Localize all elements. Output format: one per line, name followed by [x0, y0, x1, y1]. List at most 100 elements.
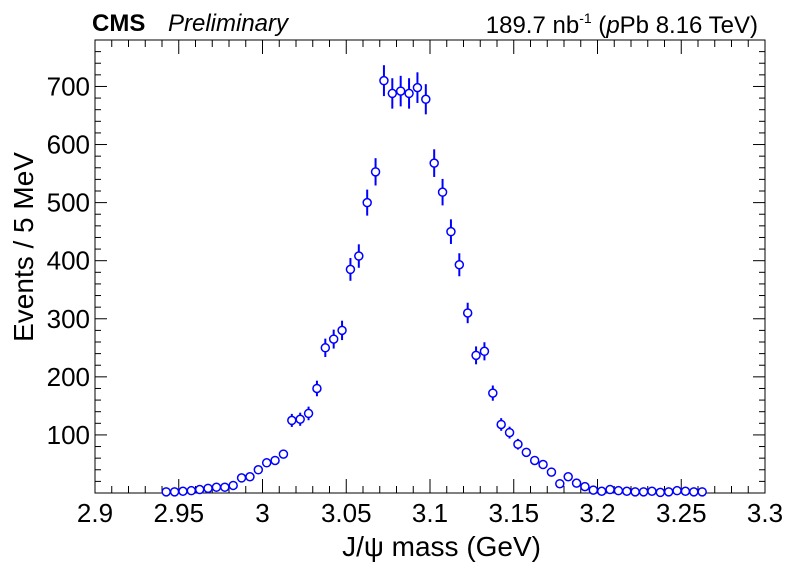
data-point: [421, 84, 431, 115]
y-tick-label: 400: [47, 246, 90, 276]
data-marker: [278, 449, 289, 459]
data-marker: [471, 350, 481, 361]
data-point: [529, 455, 540, 466]
data-point: [178, 486, 188, 497]
data-point: [312, 380, 322, 397]
data-point: [496, 418, 506, 431]
data-marker: [555, 478, 565, 489]
x-tick-label: 3.2: [579, 498, 615, 528]
data-point: [261, 458, 272, 468]
data-marker: [546, 467, 557, 477]
data-marker: [178, 486, 188, 497]
y-tick-label: 600: [47, 130, 90, 160]
data-point: [404, 78, 414, 109]
data-marker: [588, 485, 599, 495]
data-point: [412, 72, 423, 103]
data-point: [663, 487, 674, 497]
data-marker: [680, 486, 691, 497]
data-marker: [580, 481, 590, 492]
luminosity-label: 189.7 nb-1 (pPb 8.16 TeV): [486, 10, 758, 40]
data-point: [287, 413, 297, 427]
data-marker: [220, 482, 230, 492]
data-point: [454, 253, 465, 277]
data-marker: [689, 487, 699, 497]
data-marker: [203, 483, 213, 494]
data-points: [161, 65, 707, 498]
data-point: [194, 484, 205, 495]
y-tick-label: 200: [47, 362, 90, 392]
data-marker: [672, 485, 682, 496]
data-point: [513, 438, 523, 450]
data-marker: [404, 88, 414, 99]
lumi-value: 189.7 nb: [485, 12, 580, 39]
data-marker: [186, 485, 197, 496]
data-marker: [462, 308, 473, 318]
data-point: [689, 487, 699, 497]
data-point: [354, 244, 364, 268]
data-marker: [429, 158, 439, 168]
x-tick-label: 3.05: [321, 498, 372, 528]
data-marker: [395, 86, 406, 96]
data-point: [488, 385, 498, 401]
data-point: [588, 485, 599, 495]
data-marker: [613, 485, 624, 496]
data-marker: [228, 480, 238, 491]
data-point: [446, 219, 456, 244]
data-point: [345, 258, 356, 281]
data-point: [429, 149, 439, 177]
lumi-system: Pb 8.16 TeV): [619, 12, 758, 39]
data-marker: [379, 75, 389, 86]
data-marker: [270, 455, 280, 466]
data-marker: [479, 346, 490, 357]
data-point: [320, 338, 331, 357]
y-axis: 100 200 300 400 500 600 700: [47, 39, 765, 494]
data-marker: [245, 471, 255, 482]
data-marker: [370, 167, 381, 177]
data-point: [362, 189, 372, 216]
data-marker: [211, 482, 222, 492]
data-marker: [261, 458, 272, 468]
data-point: [203, 483, 213, 494]
data-point: [228, 480, 238, 491]
lumi-exponent: -1: [579, 10, 592, 26]
data-marker: [169, 487, 180, 497]
data-point: [236, 473, 247, 483]
data-point: [563, 471, 573, 482]
data-point: [387, 78, 398, 109]
x-axis: 2.9 2.95 3 3.05 3.1 3.15 3.2 3.25 3.3: [77, 40, 783, 528]
plot-frame: [94, 39, 766, 494]
data-point: [471, 346, 481, 365]
data-marker: [697, 487, 707, 497]
data-point: [220, 482, 230, 492]
data-point: [462, 302, 473, 324]
data-point: [395, 75, 406, 107]
data-point: [370, 158, 381, 186]
data-marker: [412, 82, 423, 93]
status-label: Preliminary: [168, 10, 289, 37]
data-marker: [655, 487, 666, 498]
data-marker: [513, 439, 523, 449]
data-marker: [647, 486, 657, 497]
data-point: [697, 487, 707, 497]
data-point: [169, 487, 180, 497]
data-marker: [538, 459, 548, 470]
experiment-label: CMS: [92, 10, 146, 37]
data-point: [504, 426, 515, 439]
data-point: [295, 412, 305, 426]
data-marker: [194, 484, 205, 495]
data-point: [521, 447, 532, 458]
data-marker: [354, 251, 364, 261]
data-marker: [421, 94, 431, 104]
data-marker: [253, 465, 264, 475]
data-point: [555, 478, 565, 489]
data-marker: [454, 260, 465, 270]
data-point: [379, 65, 389, 97]
data-marker: [521, 447, 532, 458]
data-point: [303, 406, 314, 421]
data-marker: [488, 388, 498, 398]
lumi-proton: p: [606, 12, 620, 39]
y-tick-label: 300: [47, 304, 90, 334]
data-point: [479, 342, 490, 361]
data-marker: [337, 325, 347, 336]
